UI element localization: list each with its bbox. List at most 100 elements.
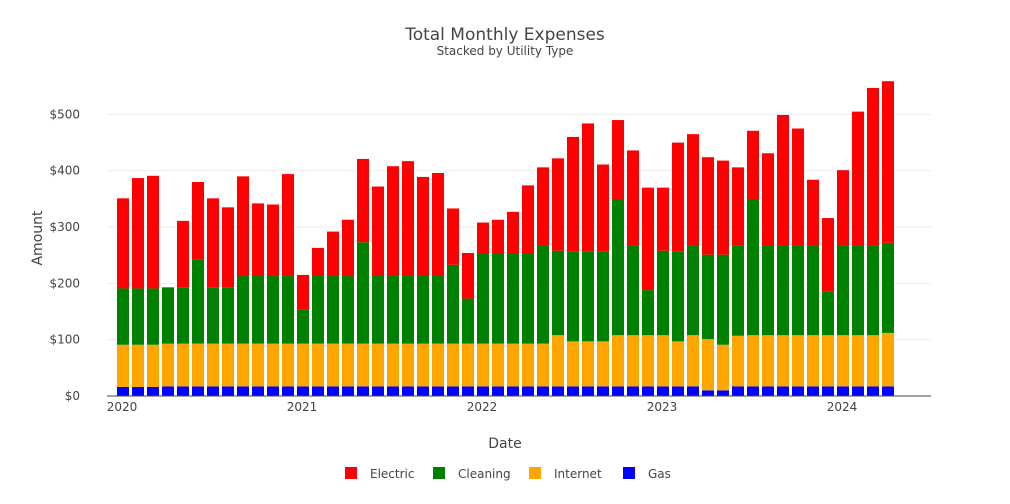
bar-segment-gas-2023-07[interactable] [747,386,759,396]
bar-segment-electric-2020-01[interactable] [117,198,129,289]
bar-segment-cleaning-2023-02[interactable] [672,251,684,342]
bar-segment-cleaning-2022-02[interactable] [492,253,504,344]
bar-segment-electric-2022-10[interactable] [612,120,624,201]
bar-segment-gas-2022-10[interactable] [612,386,624,396]
bar-segment-cleaning-2021-12[interactable] [462,298,474,344]
bar-segment-electric-2022-01[interactable] [477,222,489,254]
bar-segment-internet-2022-08[interactable] [582,341,594,387]
bar-segment-electric-2024-03[interactable] [867,87,879,246]
bar-segment-electric-2020-10[interactable] [252,203,264,277]
bar-segment-electric-2023-11[interactable] [807,179,819,246]
bar-segment-internet-2020-10[interactable] [252,343,264,387]
bar-segment-gas-2022-11[interactable] [627,386,639,396]
bar-segment-internet-2022-04[interactable] [522,343,534,387]
bar-segment-cleaning-2020-11[interactable] [267,276,279,344]
bar-segment-gas-2020-06[interactable] [192,386,204,396]
bar-segment-electric-2022-11[interactable] [627,150,639,246]
bar-segment-electric-2024-02[interactable] [852,111,864,246]
bar-segment-internet-2021-09[interactable] [417,343,429,387]
bar-segment-electric-2021-02[interactable] [312,247,324,277]
bar-segment-electric-2021-04[interactable] [342,219,354,277]
bar-segment-internet-2022-10[interactable] [612,335,624,387]
bar-segment-cleaning-2024-02[interactable] [852,245,864,336]
bar-segment-electric-2020-09[interactable] [237,176,249,277]
bar-segment-cleaning-2023-11[interactable] [807,245,819,336]
bar-segment-internet-2021-12[interactable] [462,343,474,387]
bar-segment-cleaning-2022-11[interactable] [627,245,639,336]
bar-segment-cleaning-2022-03[interactable] [507,253,519,344]
bar-segment-cleaning-2020-06[interactable] [192,259,204,344]
bar-segment-electric-2021-08[interactable] [402,161,414,277]
bar-segment-cleaning-2023-05[interactable] [717,254,729,345]
bar-segment-internet-2021-06[interactable] [372,343,384,387]
bar-segment-internet-2022-01[interactable] [477,343,489,387]
bar-segment-cleaning-2020-04[interactable] [162,287,174,344]
bar-segment-gas-2023-03[interactable] [687,386,699,396]
bar-segment-electric-2022-02[interactable] [492,219,504,254]
bar-segment-electric-2020-08[interactable] [222,207,234,288]
bar-segment-electric-2022-07[interactable] [567,136,579,252]
bar-segment-electric-2023-04[interactable] [702,157,714,255]
bar-segment-gas-2023-08[interactable] [762,386,774,396]
bar-segment-gas-2022-03[interactable] [507,386,519,396]
bar-segment-gas-2023-04[interactable] [702,390,714,396]
bar-segment-electric-2024-01[interactable] [837,170,849,246]
bar-segment-cleaning-2021-05[interactable] [357,242,369,344]
bar-segment-cleaning-2023-03[interactable] [687,245,699,336]
bar-segment-internet-2021-01[interactable] [297,343,309,387]
bar-segment-gas-2020-02[interactable] [132,386,144,396]
bar-segment-cleaning-2024-04[interactable] [882,242,894,333]
bar-segment-internet-2022-03[interactable] [507,343,519,387]
bar-segment-internet-2021-03[interactable] [327,343,339,387]
bar-segment-gas-2020-10[interactable] [252,386,264,396]
bar-segment-gas-2022-01[interactable] [477,386,489,396]
bar-segment-cleaning-2021-09[interactable] [417,276,429,344]
bar-segment-electric-2022-12[interactable] [642,187,654,291]
bar-segment-internet-2021-08[interactable] [402,343,414,387]
bar-segment-internet-2020-01[interactable] [117,344,129,387]
bar-segment-electric-2023-05[interactable] [717,160,729,255]
bar-segment-internet-2022-11[interactable] [627,335,639,387]
bar-segment-internet-2023-02[interactable] [672,341,684,387]
bar-segment-internet-2023-09[interactable] [777,335,789,387]
bar-segment-cleaning-2023-06[interactable] [732,245,744,336]
bar-segment-cleaning-2021-08[interactable] [402,276,414,344]
bar-segment-cleaning-2021-06[interactable] [372,276,384,344]
bar-segment-cleaning-2022-10[interactable] [612,200,624,336]
bar-segment-gas-2021-08[interactable] [402,386,414,396]
bar-segment-electric-2020-02[interactable] [132,178,144,289]
bar-segment-electric-2023-06[interactable] [732,167,744,246]
bar-segment-internet-2020-05[interactable] [177,343,189,387]
bar-segment-internet-2021-07[interactable] [387,343,399,387]
bar-segment-gas-2023-06[interactable] [732,386,744,396]
bar-segment-cleaning-2023-07[interactable] [747,200,759,336]
bar-segment-gas-2024-02[interactable] [852,386,864,396]
bar-segment-gas-2020-03[interactable] [147,386,159,396]
bar-segment-electric-2023-08[interactable] [762,153,774,246]
bar-segment-cleaning-2021-10[interactable] [432,276,444,344]
bar-segment-gas-2021-05[interactable] [357,386,369,396]
bar-segment-cleaning-2022-01[interactable] [477,253,489,344]
bar-segment-cleaning-2023-12[interactable] [822,291,834,336]
bar-segment-internet-2020-09[interactable] [237,343,249,387]
bar-segment-gas-2023-09[interactable] [777,386,789,396]
bar-segment-gas-2021-12[interactable] [462,386,474,396]
bar-segment-cleaning-2023-08[interactable] [762,245,774,336]
bar-segment-electric-2020-06[interactable] [192,182,204,260]
bar-segment-internet-2024-04[interactable] [882,332,894,387]
bar-segment-gas-2021-04[interactable] [342,386,354,396]
bar-segment-gas-2020-05[interactable] [177,386,189,396]
bar-segment-electric-2022-08[interactable] [582,123,594,252]
bar-segment-gas-2021-10[interactable] [432,386,444,396]
bar-segment-electric-2023-02[interactable] [672,142,684,252]
bar-segment-cleaning-2021-01[interactable] [297,309,309,344]
bar-segment-gas-2020-07[interactable] [207,386,219,396]
bar-segment-gas-2022-02[interactable] [492,386,504,396]
bar-segment-electric-2023-09[interactable] [777,114,789,246]
bar-segment-internet-2020-03[interactable] [147,344,159,387]
bar-segment-cleaning-2022-12[interactable] [642,290,654,336]
bar-segment-cleaning-2020-03[interactable] [147,288,159,345]
bar-segment-electric-2022-09[interactable] [597,164,609,252]
bar-segment-electric-2023-03[interactable] [687,134,699,246]
bar-segment-electric-2024-04[interactable] [882,81,894,243]
